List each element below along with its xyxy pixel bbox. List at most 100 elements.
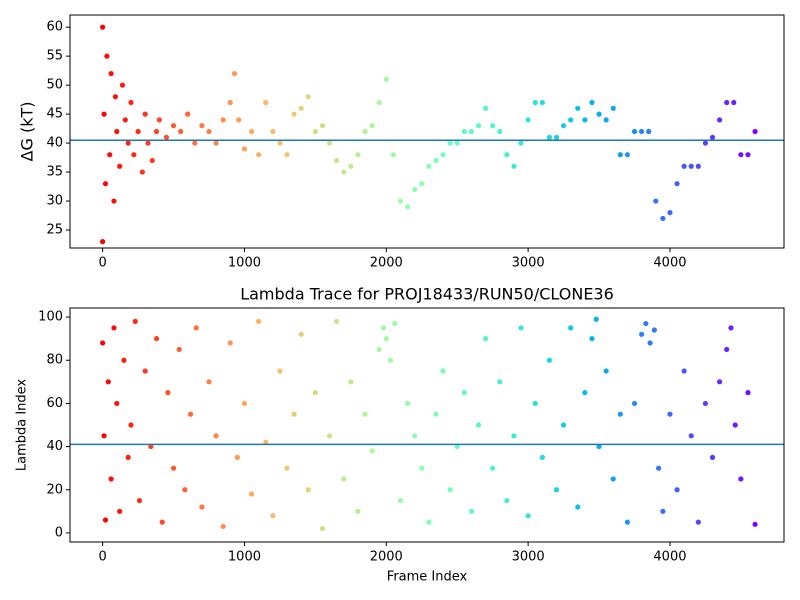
point — [111, 325, 117, 331]
y-tick-label: 60 — [46, 20, 63, 35]
point — [539, 454, 545, 460]
point — [582, 390, 588, 396]
point — [695, 163, 701, 169]
point — [305, 94, 311, 100]
point — [355, 152, 361, 158]
point — [532, 400, 538, 407]
point — [199, 504, 205, 510]
point — [319, 123, 326, 129]
point — [681, 368, 687, 374]
point — [206, 379, 212, 385]
point — [326, 433, 333, 439]
point — [738, 476, 744, 482]
point — [153, 128, 160, 135]
point — [114, 128, 120, 135]
y-tick-label: 40 — [46, 439, 63, 454]
point — [482, 105, 489, 111]
y-tick-label: 0 — [55, 525, 63, 540]
point — [610, 476, 616, 482]
point — [397, 497, 404, 504]
x-tick-label: 0 — [98, 256, 106, 271]
point — [617, 411, 623, 417]
y-tick-label: 30 — [46, 194, 63, 209]
x-tick-label: 3000 — [512, 256, 545, 271]
point — [227, 99, 233, 106]
point — [426, 163, 432, 169]
point — [369, 123, 375, 129]
point — [596, 443, 602, 450]
point — [738, 152, 744, 158]
point — [717, 117, 723, 123]
point — [419, 465, 425, 471]
x-tick-label: 0 — [98, 550, 106, 565]
point — [117, 163, 123, 169]
point — [213, 433, 219, 439]
point — [277, 368, 283, 374]
point — [108, 476, 114, 482]
point — [745, 390, 751, 396]
point — [156, 117, 162, 123]
point — [589, 99, 595, 106]
point — [596, 111, 602, 117]
y-axis-label: Lambda Index — [15, 379, 30, 472]
x-tick-label: 1000 — [228, 256, 261, 271]
y-axis-label: ΔG (kT) — [18, 102, 37, 162]
point — [206, 128, 212, 135]
point — [170, 123, 177, 129]
point — [376, 346, 382, 353]
point — [187, 411, 194, 417]
point — [125, 454, 131, 460]
point — [638, 128, 645, 135]
point — [525, 117, 531, 123]
point — [433, 411, 439, 417]
point — [291, 111, 297, 117]
point — [248, 491, 255, 497]
point — [362, 411, 368, 417]
point — [348, 379, 354, 385]
point — [617, 152, 623, 158]
point — [362, 128, 368, 135]
point — [135, 128, 141, 135]
point — [114, 400, 120, 407]
point — [631, 400, 638, 407]
point — [108, 70, 114, 77]
point — [610, 105, 616, 111]
point — [102, 517, 109, 523]
point — [192, 140, 198, 146]
point — [149, 157, 155, 164]
y-tick-label: 35 — [46, 165, 63, 180]
point — [709, 134, 716, 140]
point — [490, 123, 496, 129]
point — [380, 325, 387, 331]
y-tick-label: 25 — [46, 223, 63, 238]
point — [270, 128, 276, 135]
point — [560, 422, 567, 428]
axes-frame — [69, 307, 785, 543]
point — [142, 368, 148, 374]
point — [369, 448, 375, 454]
point — [667, 411, 673, 417]
point — [383, 76, 389, 82]
point — [603, 117, 609, 123]
point — [454, 443, 460, 450]
point — [702, 400, 709, 407]
point — [688, 433, 694, 439]
point — [660, 508, 666, 514]
point — [376, 99, 382, 106]
point — [312, 390, 318, 396]
point — [128, 99, 134, 106]
y-tick-label: 55 — [46, 49, 63, 64]
point — [227, 340, 233, 346]
point — [163, 134, 170, 140]
point — [518, 140, 524, 146]
point — [131, 152, 137, 158]
point — [101, 111, 107, 117]
point — [695, 519, 701, 525]
point — [404, 400, 411, 407]
chart-title: Lambda Trace for PROJ18433/RUN50/CLONE36 — [240, 285, 614, 304]
x-tick-label: 4000 — [653, 550, 686, 565]
point — [176, 346, 182, 353]
point — [447, 487, 453, 493]
point — [334, 318, 340, 324]
